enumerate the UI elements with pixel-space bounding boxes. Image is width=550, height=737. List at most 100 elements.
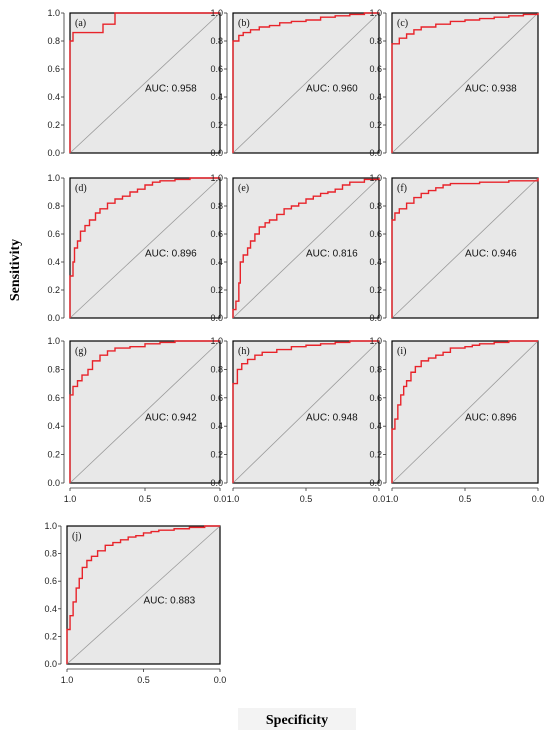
x-tick-label: 1.0: [386, 494, 399, 504]
y-tick-label: 0.2: [47, 285, 60, 295]
y-tick-label: 0.0: [210, 478, 223, 488]
auc-annotation: AUC: 0.883: [144, 595, 196, 606]
panel-label: (f): [397, 183, 407, 194]
x-tick-label: 0.0: [532, 494, 545, 504]
panel-label: (c): [397, 18, 408, 29]
y-tick-label: 1.0: [369, 336, 382, 346]
roc-panel: 0.0 0.2 0.4 0.6 0.8 1.0 (d) AUC: 0.896: [47, 173, 221, 323]
reference-diagonal: [232, 12, 380, 154]
roc-curve: [232, 12, 379, 153]
y-tick-label: 0.8: [210, 364, 223, 374]
y-tick-label: 0.0: [210, 313, 223, 323]
y-tick-label: 1.0: [47, 173, 60, 183]
y-tick-label: 0.6: [210, 64, 223, 74]
roc-curve: [391, 340, 538, 483]
y-tick-label: 0.4: [369, 257, 382, 267]
y-tick-label: 0.0: [47, 148, 60, 158]
y-tick-label: 0.8: [369, 364, 382, 374]
roc-panel: 0.0 0.2 0.4 0.6 0.8 1.0 (e) AUC: 0.816: [210, 173, 380, 323]
reference-diagonal: [69, 177, 221, 319]
y-tick-label: 0.4: [47, 92, 60, 102]
auc-annotation: AUC: 0.958: [145, 83, 197, 94]
y-tick-label: 0.0: [47, 478, 60, 488]
x-axis-label: Specificity: [266, 713, 328, 728]
y-tick-label: 0.8: [210, 201, 223, 211]
x-tick-label: 1.0: [227, 494, 240, 504]
xlabel-bg: [238, 708, 356, 730]
y-tick-label: 0.8: [47, 201, 60, 211]
roc-curve: [232, 340, 379, 483]
y-tick-label: 0.6: [369, 393, 382, 403]
auc-annotation: AUC: 0.816: [306, 248, 358, 259]
y-tick-label: 0.8: [47, 364, 60, 374]
auc-annotation: AUC: 0.896: [465, 413, 517, 424]
y-tick-label: 1.0: [369, 8, 382, 18]
y-tick-label: 0.4: [210, 421, 223, 431]
y-tick-label: 1.0: [210, 173, 223, 183]
reference-diagonal: [391, 340, 539, 484]
y-tick-label: 1.0: [44, 521, 57, 531]
y-tick-label: 0.2: [369, 285, 382, 295]
y-tick-label: 0.6: [210, 229, 223, 239]
auc-annotation: AUC: 0.896: [145, 248, 197, 259]
reference-diagonal: [69, 12, 221, 154]
panels-group: 0.0 0.2 0.4 0.6 0.8 1.0 (a) AUC: 0.958 0.0 0.2 0.4…: [44, 8, 544, 685]
panel-label: (h): [238, 346, 250, 357]
roc-panel: 0.0 0.2 0.4 0.6 0.8 1.0 1.0 0.5 0.0 (h) AUC: 0.948: [210, 336, 385, 504]
x-tick-label: 0.0: [214, 675, 227, 685]
x-tick-label: 0.5: [300, 494, 313, 504]
y-tick-label: 0.2: [44, 631, 57, 641]
y-tick-label: 0.6: [47, 64, 60, 74]
x-tick-label: 0.5: [137, 675, 150, 685]
y-tick-label: 0.0: [210, 148, 223, 158]
y-tick-label: 1.0: [210, 336, 223, 346]
reference-diagonal: [232, 177, 380, 319]
x-tick-label: 0.5: [459, 494, 472, 504]
y-tick-label: 0.4: [369, 421, 382, 431]
y-tick-label: 0.2: [47, 450, 60, 460]
y-tick-label: 0.8: [47, 36, 60, 46]
x-tick-label: 1.0: [64, 494, 77, 504]
auc-annotation: AUC: 0.946: [465, 248, 517, 259]
reference-diagonal: [69, 340, 221, 484]
roc-curve: [69, 177, 220, 318]
roc-panel: 0.0 0.2 0.4 0.6 0.8 1.0 (b) AUC: 0.960: [210, 8, 380, 158]
y-tick-label: 0.2: [210, 285, 223, 295]
y-tick-label: 0.4: [210, 257, 223, 267]
roc-curve: [232, 178, 380, 318]
y-tick-label: 0.2: [369, 120, 382, 130]
x-tick-label: 1.0: [61, 675, 74, 685]
y-tick-label: 0.6: [47, 393, 60, 403]
roc-curve: [391, 13, 539, 153]
y-tick-label: 0.8: [369, 201, 382, 211]
roc-panel: 0.0 0.2 0.4 0.6 0.8 1.0 1.0 0.5 0.0 (j) AUC: 0.883: [44, 521, 226, 685]
y-tick-label: 0.8: [369, 36, 382, 46]
y-tick-label: 0.6: [369, 64, 382, 74]
y-tick-label: 0.6: [47, 229, 60, 239]
roc-panel: 0.0 0.2 0.4 0.6 0.8 1.0 (f) AUC: 0.946: [369, 173, 539, 323]
y-tick-label: 0.2: [369, 450, 382, 460]
x-tick-label: 0.0: [214, 494, 227, 504]
reference-diagonal: [391, 12, 539, 154]
y-tick-label: 1.0: [369, 173, 382, 183]
auc-annotation: AUC: 0.942: [145, 413, 197, 424]
roc-panel: 0.0 0.2 0.4 0.6 0.8 1.0 (c) AUC: 0.938: [369, 8, 539, 158]
panel-label: (d): [75, 183, 87, 194]
y-tick-label: 0.0: [47, 313, 60, 323]
y-tick-label: 0.6: [369, 229, 382, 239]
y-tick-label: 0.6: [210, 393, 223, 403]
y-tick-label: 0.4: [47, 421, 60, 431]
y-tick-label: 0.2: [47, 120, 60, 130]
y-tick-label: 0.0: [369, 313, 382, 323]
auc-annotation: AUC: 0.960: [306, 83, 358, 94]
reference-diagonal: [391, 177, 539, 319]
panel-label: (b): [238, 18, 250, 29]
y-tick-label: 0.6: [44, 576, 57, 586]
y-tick-label: 0.2: [210, 120, 223, 130]
panel-label: (a): [75, 18, 86, 29]
y-tick-label: 0.0: [44, 659, 57, 669]
ylabel-bg: [0, 210, 30, 330]
roc-panel: 0.0 0.2 0.4 0.6 0.8 1.0 (a) AUC: 0.958: [47, 8, 221, 158]
y-tick-label: 1.0: [47, 336, 60, 346]
